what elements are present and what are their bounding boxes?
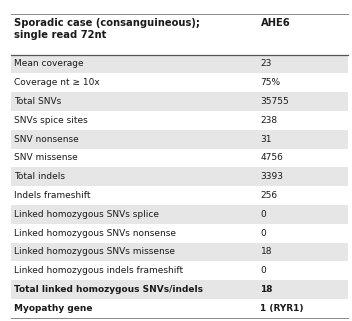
Text: 238: 238	[260, 116, 278, 125]
Bar	[11, 111, 348, 130]
Bar	[11, 280, 348, 299]
Bar	[11, 149, 348, 167]
Text: 0: 0	[260, 229, 266, 238]
Text: AHE6: AHE6	[260, 18, 290, 28]
Text: 4756: 4756	[260, 153, 283, 162]
Text: SNVs spice sites: SNVs spice sites	[14, 116, 88, 125]
Text: Linked homozygous SNVs splice: Linked homozygous SNVs splice	[14, 210, 159, 219]
Bar	[11, 92, 348, 111]
Text: Mean coverage: Mean coverage	[14, 59, 84, 68]
Bar	[11, 167, 348, 186]
Text: 23: 23	[260, 59, 272, 68]
Text: 3393: 3393	[260, 172, 283, 181]
Text: 0: 0	[260, 210, 266, 219]
Text: 1 (RYR1): 1 (RYR1)	[260, 304, 304, 313]
Bar	[11, 55, 348, 74]
Text: 256: 256	[260, 191, 278, 200]
Bar	[11, 205, 348, 224]
Bar	[11, 243, 348, 261]
Text: Coverage nt ≥ 10x: Coverage nt ≥ 10x	[14, 78, 100, 87]
Text: 18: 18	[260, 285, 273, 294]
Text: 75%: 75%	[260, 78, 281, 87]
Text: 35755: 35755	[260, 97, 289, 106]
Bar	[11, 130, 348, 149]
Text: Myopathy gene: Myopathy gene	[14, 304, 93, 313]
Text: 18: 18	[260, 247, 272, 256]
Text: 0: 0	[260, 266, 266, 275]
Text: SNV missense: SNV missense	[14, 153, 78, 162]
Text: Linked homozygous SNVs nonsense: Linked homozygous SNVs nonsense	[14, 229, 176, 238]
Text: 31: 31	[260, 135, 272, 144]
Text: Total SNVs: Total SNVs	[14, 97, 61, 106]
Text: Total indels: Total indels	[14, 172, 65, 181]
Bar	[11, 224, 348, 243]
Text: Indels frameshift: Indels frameshift	[14, 191, 90, 200]
Bar	[11, 186, 348, 205]
Text: Linked homozygous indels frameshift: Linked homozygous indels frameshift	[14, 266, 183, 275]
Text: Sporadic case (consanguineous);
single read 72nt: Sporadic case (consanguineous); single r…	[14, 18, 200, 40]
Text: Total linked homozygous SNVs/indels: Total linked homozygous SNVs/indels	[14, 285, 203, 294]
Bar	[11, 74, 348, 92]
Text: SNV nonsense: SNV nonsense	[14, 135, 79, 144]
Bar	[11, 261, 348, 280]
Text: Linked homozygous SNVs missense: Linked homozygous SNVs missense	[14, 247, 175, 256]
Bar	[11, 299, 348, 318]
